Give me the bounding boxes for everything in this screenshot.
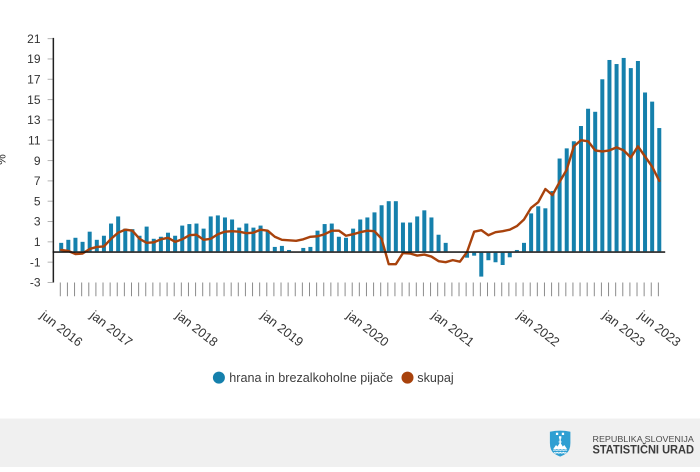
svg-text:1: 1	[34, 235, 41, 249]
svg-text:3: 3	[34, 215, 41, 229]
svg-text:-3: -3	[30, 276, 41, 290]
svg-text:5: 5	[34, 194, 41, 208]
svg-text:9: 9	[34, 154, 41, 168]
svg-text:15: 15	[27, 93, 41, 107]
svg-text:-1: -1	[30, 255, 41, 269]
svg-text:7: 7	[34, 174, 41, 188]
svg-text:17: 17	[27, 72, 41, 86]
svg-text:13: 13	[27, 113, 41, 127]
svg-text:19: 19	[27, 52, 41, 66]
svg-text:11: 11	[28, 133, 41, 147]
svg-text:hrana in brezalkoholne pijače: hrana in brezalkoholne pijače	[229, 371, 393, 385]
svg-text:21: 21	[27, 32, 41, 46]
svg-text:%: %	[0, 154, 9, 165]
svg-text:STATISTIČNI URAD: STATISTIČNI URAD	[593, 442, 695, 457]
svg-text:REPUBLIKA SLOVENIJA: REPUBLIKA SLOVENIJA	[593, 434, 695, 444]
svg-text:skupaj: skupaj	[417, 371, 453, 385]
